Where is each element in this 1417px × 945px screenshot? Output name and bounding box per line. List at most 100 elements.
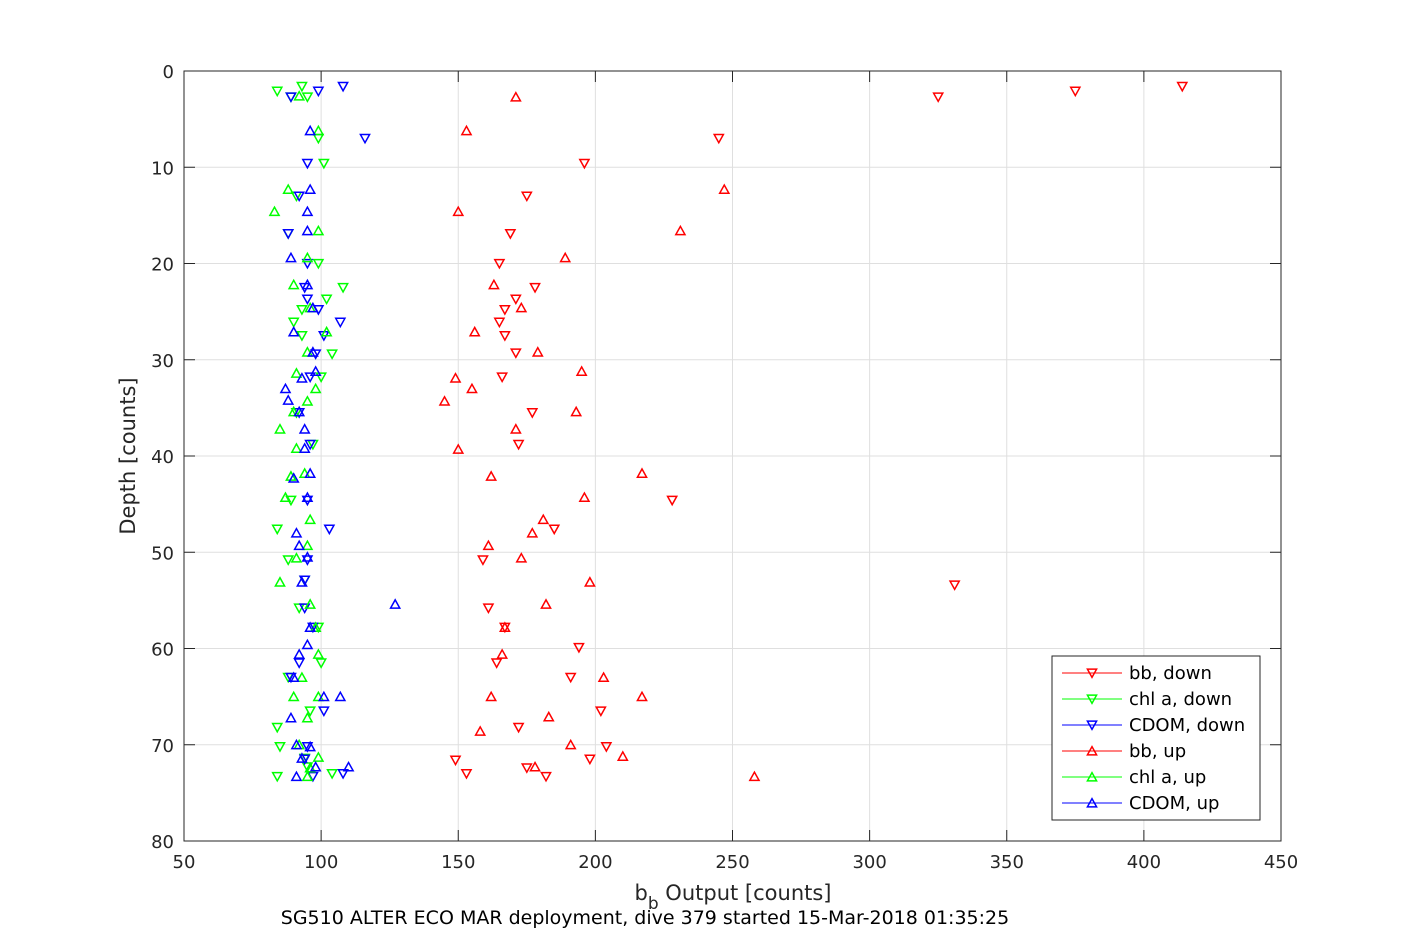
- data-point: [271, 722, 284, 734]
- data-point: [296, 752, 308, 763]
- data-point: [712, 133, 725, 145]
- data-point: [512, 722, 525, 734]
- data-point: [584, 576, 596, 587]
- data-point: [301, 258, 314, 270]
- y-tick-label: 0: [163, 62, 174, 83]
- data-point: [477, 555, 489, 566]
- data-point: [326, 349, 338, 360]
- data-point: [526, 408, 539, 419]
- data-point: [540, 598, 552, 609]
- data-point: [304, 124, 317, 136]
- data-point: [285, 711, 297, 723]
- data-point: [317, 690, 330, 702]
- data-point: [282, 394, 295, 405]
- data-point: [312, 622, 325, 634]
- data-point: [290, 770, 303, 782]
- data-point: [287, 405, 300, 417]
- data-point: [460, 768, 473, 780]
- legend-label: chl a, down: [1129, 689, 1232, 710]
- data-point: [337, 81, 349, 93]
- legend-box: [1051, 655, 1261, 821]
- data-point: [274, 423, 286, 434]
- y-tick-label: 60: [151, 640, 174, 661]
- x-tick-label: 350: [990, 852, 1024, 873]
- legend-marker-swatch: [1086, 720, 1098, 731]
- legend-entry: bb, up: [1062, 741, 1186, 762]
- y-tick-label: 10: [151, 158, 174, 179]
- data-point: [293, 658, 306, 669]
- data-point: [493, 258, 506, 270]
- data-point: [301, 539, 314, 551]
- tick-labels: 50 100 150 200 250 300 350 400 450 0 10 20 30 40 50 60 7…: [151, 62, 1298, 873]
- x-tick-label: 250: [715, 852, 749, 873]
- data-point: [301, 495, 314, 507]
- data-point: [304, 467, 317, 478]
- x-tick-label: 300: [852, 852, 886, 873]
- data-point: [312, 224, 325, 236]
- data-point: [498, 331, 511, 342]
- data-point: [529, 282, 541, 294]
- data-point: [301, 551, 314, 562]
- data-point: [290, 367, 303, 378]
- data-point: [515, 301, 528, 313]
- data-point: [531, 346, 544, 357]
- data-point: [466, 382, 478, 394]
- legend-entry: chl a, down: [1062, 689, 1232, 710]
- data-point: [515, 552, 528, 563]
- data-point: [279, 382, 292, 394]
- data-point: [296, 81, 308, 93]
- data-point: [317, 706, 330, 717]
- data-point: [312, 86, 325, 98]
- data-point: [287, 325, 300, 337]
- data-point: [578, 491, 591, 503]
- data-point: [326, 768, 338, 780]
- data-point: [279, 491, 292, 503]
- data-point: [438, 395, 451, 406]
- data-point: [932, 92, 945, 103]
- data-point: [301, 158, 314, 170]
- data-point: [312, 124, 325, 136]
- figure-caption: SG510 ALTER ECO MAR deployment, dive 379…: [281, 907, 1009, 929]
- legend-entry: bb, down: [1062, 663, 1212, 684]
- data-point: [271, 771, 284, 783]
- x-tick-label: 400: [1127, 852, 1161, 873]
- data-point: [948, 580, 961, 591]
- data-point: [271, 86, 284, 98]
- x-tick-label: 450: [1264, 852, 1298, 873]
- data-point: [309, 382, 322, 394]
- data-point: [488, 278, 500, 290]
- x-axis-label-subscript: b: [648, 894, 659, 914]
- data-point: [290, 442, 303, 453]
- data-point: [312, 258, 325, 270]
- legend-marker-swatch: [1086, 694, 1098, 705]
- data-point: [304, 598, 317, 609]
- y-tick-label: 20: [151, 255, 174, 276]
- data-point: [287, 278, 300, 290]
- data-point: [301, 224, 314, 236]
- x-tick-label: 150: [441, 852, 475, 873]
- data-point: [337, 768, 349, 780]
- data-point: [293, 405, 306, 417]
- data-point: [389, 598, 402, 609]
- data-point: [301, 638, 314, 650]
- data-point: [301, 205, 314, 217]
- data-point: [301, 555, 314, 566]
- data-point: [298, 575, 311, 587]
- data-point: [485, 690, 498, 702]
- data-point: [296, 671, 308, 683]
- data-point: [304, 621, 317, 632]
- data-point: [309, 760, 322, 772]
- data-point: [315, 372, 327, 383]
- data-point: [290, 738, 303, 750]
- data-point: [296, 372, 308, 383]
- data-point: [315, 658, 327, 669]
- data-point: [573, 642, 585, 654]
- data-point: [285, 495, 297, 507]
- data-point: [304, 706, 317, 717]
- data-point: [559, 251, 572, 263]
- data-point: [312, 690, 325, 702]
- data-point: [584, 754, 596, 766]
- data-point: [570, 405, 583, 417]
- legend-marker-swatch: [1086, 797, 1098, 808]
